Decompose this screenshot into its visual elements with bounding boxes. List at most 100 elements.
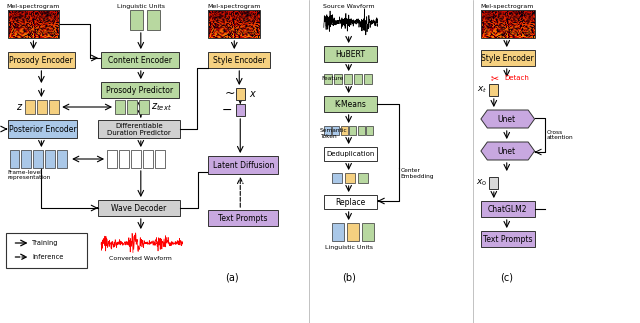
Text: Deduplication: Deduplication — [326, 151, 375, 157]
FancyBboxPatch shape — [6, 233, 87, 268]
Text: Unet: Unet — [498, 114, 516, 123]
Text: Content Encoder: Content Encoder — [108, 56, 172, 65]
Text: Center: Center — [401, 168, 420, 173]
FancyBboxPatch shape — [354, 74, 362, 84]
FancyBboxPatch shape — [358, 126, 365, 135]
FancyBboxPatch shape — [33, 150, 44, 168]
FancyBboxPatch shape — [333, 74, 342, 84]
FancyBboxPatch shape — [366, 126, 373, 135]
FancyBboxPatch shape — [209, 52, 270, 68]
FancyBboxPatch shape — [362, 223, 374, 241]
FancyBboxPatch shape — [22, 150, 31, 168]
Text: $x_t$: $x_t$ — [477, 85, 487, 95]
Text: Detach: Detach — [505, 75, 530, 81]
Text: $x$: $x$ — [249, 89, 257, 99]
FancyBboxPatch shape — [10, 150, 19, 168]
FancyBboxPatch shape — [481, 50, 534, 66]
Text: K-Means: K-Means — [335, 99, 367, 109]
FancyBboxPatch shape — [101, 82, 179, 98]
FancyBboxPatch shape — [139, 100, 148, 114]
FancyBboxPatch shape — [155, 150, 164, 168]
FancyBboxPatch shape — [332, 126, 339, 135]
FancyBboxPatch shape — [98, 120, 180, 138]
Text: Feature: Feature — [322, 76, 344, 81]
FancyBboxPatch shape — [344, 74, 351, 84]
FancyBboxPatch shape — [324, 147, 378, 161]
Text: Mel-spectrogram: Mel-spectrogram — [207, 4, 261, 9]
Text: Frame-level: Frame-level — [8, 170, 42, 175]
FancyBboxPatch shape — [147, 10, 160, 30]
Text: (a): (a) — [225, 272, 239, 282]
Text: Linguistic Units: Linguistic Units — [324, 245, 372, 250]
FancyBboxPatch shape — [347, 223, 358, 241]
Polygon shape — [481, 142, 534, 160]
Text: Training: Training — [33, 240, 59, 246]
FancyBboxPatch shape — [143, 150, 153, 168]
Text: Token: Token — [320, 134, 337, 139]
Text: Prosody Encoder: Prosody Encoder — [10, 56, 73, 65]
FancyBboxPatch shape — [8, 120, 77, 138]
Text: Prosody Predictor: Prosody Predictor — [106, 86, 173, 95]
FancyBboxPatch shape — [340, 126, 348, 135]
FancyBboxPatch shape — [364, 74, 371, 84]
FancyBboxPatch shape — [45, 150, 55, 168]
Text: ✂: ✂ — [491, 73, 499, 83]
FancyBboxPatch shape — [130, 10, 143, 30]
FancyBboxPatch shape — [131, 150, 141, 168]
Polygon shape — [481, 110, 534, 128]
FancyBboxPatch shape — [324, 74, 332, 84]
Text: Embedding: Embedding — [401, 174, 434, 179]
Text: $z$: $z$ — [15, 102, 23, 112]
Text: (b): (b) — [342, 272, 356, 282]
Text: −: − — [222, 103, 232, 117]
Text: Semantic: Semantic — [320, 128, 348, 133]
Text: Text Prompts: Text Prompts — [218, 214, 268, 223]
Text: Mel-spectrogram: Mel-spectrogram — [480, 4, 533, 9]
FancyBboxPatch shape — [236, 88, 245, 100]
FancyBboxPatch shape — [349, 126, 356, 135]
FancyBboxPatch shape — [115, 100, 125, 114]
Text: Unet: Unet — [498, 147, 516, 155]
FancyBboxPatch shape — [489, 84, 498, 96]
FancyBboxPatch shape — [58, 150, 67, 168]
Text: Inference: Inference — [33, 254, 64, 260]
FancyBboxPatch shape — [127, 100, 137, 114]
Text: Linguistic Units: Linguistic Units — [117, 4, 165, 9]
FancyBboxPatch shape — [324, 126, 331, 135]
FancyBboxPatch shape — [37, 100, 47, 114]
FancyBboxPatch shape — [209, 156, 278, 174]
FancyBboxPatch shape — [358, 173, 367, 183]
FancyBboxPatch shape — [324, 96, 378, 112]
FancyBboxPatch shape — [332, 173, 342, 183]
FancyBboxPatch shape — [26, 100, 35, 114]
FancyBboxPatch shape — [101, 52, 179, 68]
FancyBboxPatch shape — [345, 173, 355, 183]
Text: ~: ~ — [225, 87, 236, 99]
Text: Converted Wavform: Converted Wavform — [109, 256, 172, 261]
FancyBboxPatch shape — [324, 195, 378, 209]
FancyBboxPatch shape — [98, 200, 180, 216]
FancyBboxPatch shape — [107, 150, 117, 168]
Text: Text Prompts: Text Prompts — [483, 234, 532, 244]
Text: Posterior Encoder: Posterior Encoder — [8, 124, 76, 133]
Text: Differentiable
Duration Predictor: Differentiable Duration Predictor — [107, 122, 171, 136]
Text: ChatGLM2: ChatGLM2 — [488, 204, 527, 214]
Text: representation: representation — [8, 175, 51, 180]
FancyBboxPatch shape — [119, 150, 129, 168]
Text: Style Encoder: Style Encoder — [481, 54, 534, 62]
FancyBboxPatch shape — [236, 104, 245, 116]
FancyBboxPatch shape — [209, 210, 278, 226]
Text: Wave Decoder: Wave Decoder — [111, 203, 166, 213]
Text: Source Wavform: Source Wavform — [323, 4, 374, 9]
Text: $x_0$: $x_0$ — [476, 178, 487, 188]
Text: (c): (c) — [500, 272, 513, 282]
Text: Style Encoder: Style Encoder — [213, 56, 266, 65]
FancyBboxPatch shape — [481, 201, 534, 217]
Text: Mel-spectrogram: Mel-spectrogram — [7, 4, 60, 9]
FancyBboxPatch shape — [324, 46, 378, 62]
FancyBboxPatch shape — [49, 100, 60, 114]
FancyBboxPatch shape — [489, 177, 498, 189]
Text: Latent Diffusion: Latent Diffusion — [212, 161, 274, 170]
Text: Cross
attention: Cross attention — [547, 130, 573, 141]
Text: $z_{text}$: $z_{text}$ — [151, 101, 172, 113]
